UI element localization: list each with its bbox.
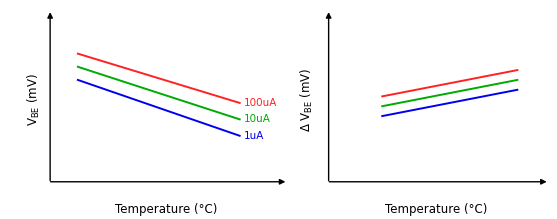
Text: 1uA: 1uA xyxy=(245,131,265,141)
Text: 10uA: 10uA xyxy=(245,114,271,124)
Text: V$_{\mathsf{BE}}$ (mV): V$_{\mathsf{BE}}$ (mV) xyxy=(26,73,42,126)
Text: Temperature (°C): Temperature (°C) xyxy=(115,203,217,216)
Text: Temperature (°C): Temperature (°C) xyxy=(385,203,487,216)
Text: $\Delta$ V$_{\mathsf{BE}}$ (mV): $\Delta$ V$_{\mathsf{BE}}$ (mV) xyxy=(299,67,315,132)
Text: 100uA: 100uA xyxy=(245,98,278,108)
